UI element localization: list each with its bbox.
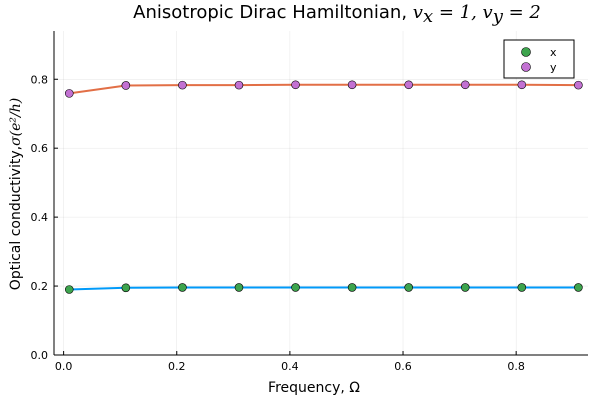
legend-box: [503, 39, 575, 79]
title-math-sub: y: [492, 6, 504, 27]
data-point-x: [347, 283, 357, 292]
x-tick-label: 0.6: [394, 360, 412, 373]
series-line-y: [69, 83, 579, 95]
axes: 0.0 0.2 0.4 0.6 0.8 0.0 0.2 0.4 0.6 0.8: [31, 31, 588, 373]
title-math-sub: x: [423, 6, 433, 27]
x-tick-label: 0.2: [168, 360, 186, 373]
data-point-y: [291, 80, 300, 90]
title-text: Anisotropic Dirac Hamiltonian,: [133, 2, 413, 23]
x-tick-label: 0.4: [281, 360, 299, 373]
legend-label-y: y: [550, 61, 557, 74]
x-axis-label: Frequency, Ω: [268, 380, 360, 396]
y-axis-label-math: σ(e²/h): [8, 98, 24, 146]
data-point-y: [64, 89, 74, 98]
y-tick-label: 0.4: [31, 211, 49, 224]
data-point-x: [178, 283, 187, 292]
y-tick-label: 0.0: [31, 349, 49, 362]
data-point-y: [517, 80, 527, 90]
grid: [54, 31, 588, 356]
data-point-y: [347, 80, 357, 90]
legend: xy: [503, 39, 575, 79]
title-math-var: v: [483, 2, 493, 23]
title-math-rest: = 1,: [433, 2, 482, 23]
y-axis-label-text: Optical conductivity,: [8, 146, 24, 290]
series-layer: [64, 80, 583, 294]
chart-title: Anisotropic Dirac Hamiltonian, vx = 1, v…: [133, 2, 541, 27]
data-point-x: [460, 283, 470, 292]
data-point-x: [64, 285, 74, 294]
data-point-y: [178, 80, 187, 90]
y-tick-label: 0.6: [31, 142, 49, 155]
data-point-x: [234, 283, 244, 292]
legend-label-x: x: [550, 46, 557, 59]
data-point-y: [121, 81, 131, 90]
data-point-x: [574, 283, 583, 292]
data-point-y: [404, 80, 413, 90]
y-tick-label: 0.2: [31, 280, 49, 293]
x-tick-label: 0.8: [507, 360, 525, 373]
y-tick-label: 0.8: [31, 73, 49, 86]
series-line-x: [69, 286, 579, 291]
legend-marker-y: [521, 62, 531, 72]
data-point-x: [517, 283, 527, 292]
y-axis-label: Optical conductivity,σ(e²/h): [8, 98, 24, 290]
data-point-y: [234, 80, 244, 90]
data-point-x: [291, 283, 300, 292]
data-point-y: [460, 80, 470, 90]
data-point-y: [574, 80, 583, 90]
data-point-x: [121, 283, 131, 293]
x-tick-label: 0.0: [55, 360, 73, 373]
title-math-rest: = 2: [503, 2, 541, 23]
legend-marker-x: [521, 47, 531, 57]
title-math-var: v: [413, 2, 423, 23]
data-point-x: [404, 283, 413, 292]
